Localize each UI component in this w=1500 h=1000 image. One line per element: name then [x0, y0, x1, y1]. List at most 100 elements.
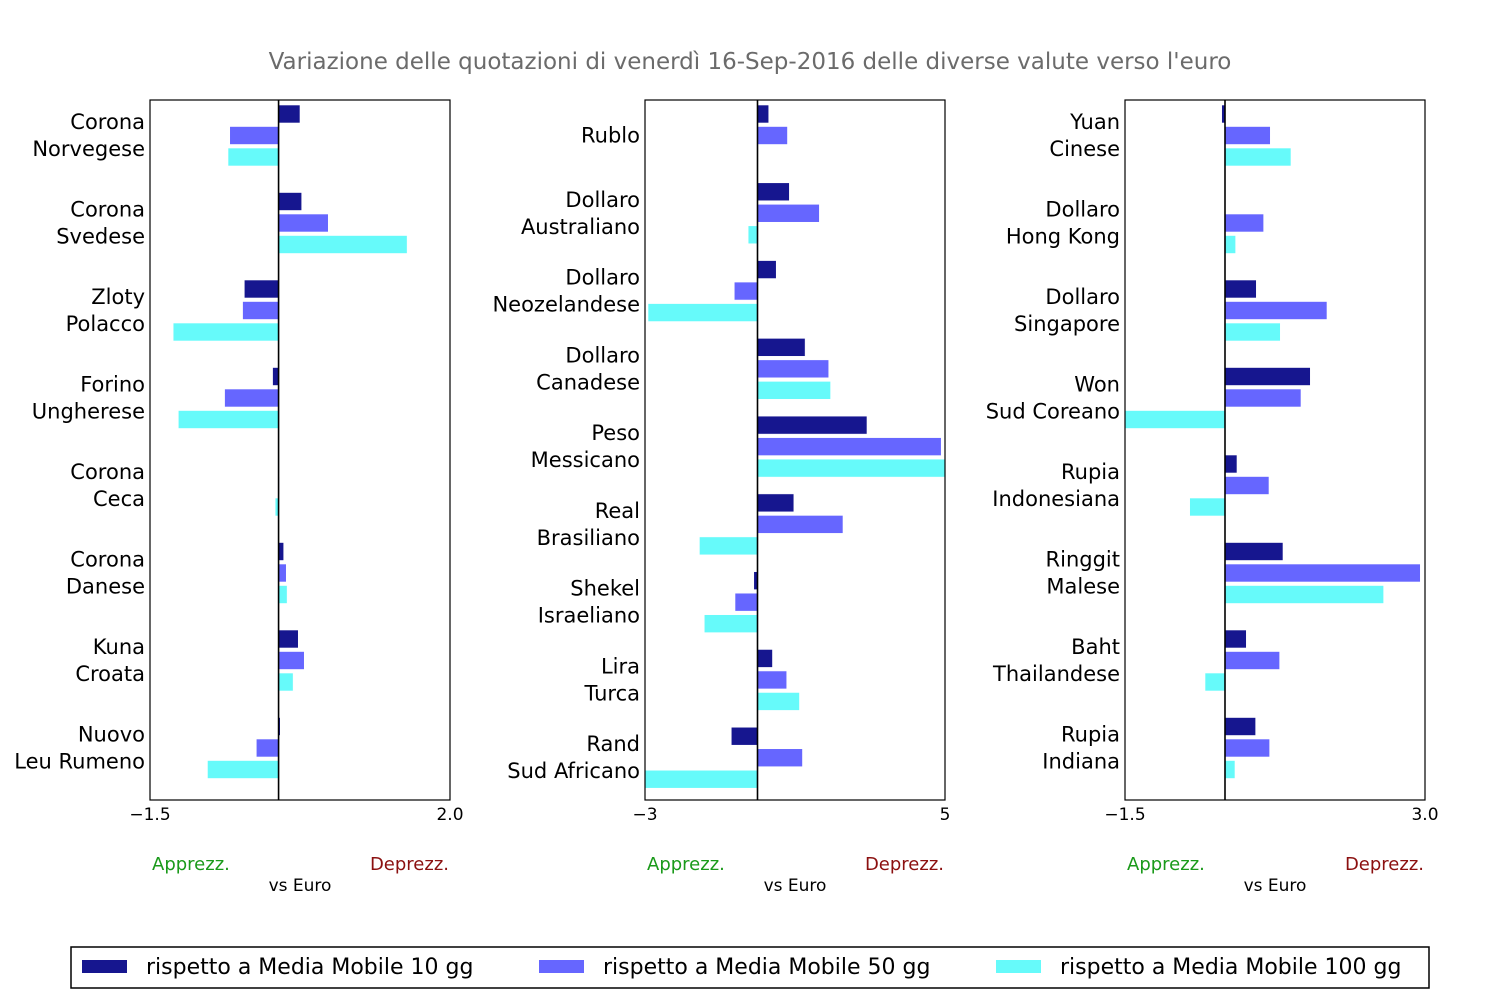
bar-2-8-s1 [757, 649, 773, 668]
bar-3-2-s2 [1224, 213, 1264, 233]
bar-2-1-s1 [757, 104, 770, 124]
category-label: Nuovo [78, 723, 145, 747]
x-tick-label-min: −3 [632, 805, 657, 825]
bar-3-7-s2 [1224, 651, 1280, 670]
plot-frame [644, 99, 946, 801]
legend-label-2: rispetto a Media Mobile 50 gg [603, 955, 930, 980]
bar-3-5-s3 [1189, 497, 1226, 517]
category-label: Norvegese [32, 137, 145, 161]
bar-3-8-s1 [1224, 717, 1256, 736]
bar-2-3-s3 [647, 303, 758, 322]
chart-panels: Corona Norvegese Corona Svedese Zloty Polacco… [14, 99, 1439, 896]
category-label: Hong Kong [1006, 225, 1120, 249]
bar-1-4-s3 [177, 410, 279, 429]
category-label: Brasiliano [537, 526, 640, 550]
bar-2-4-s3 [757, 381, 831, 400]
chart-panel-2: Rublo Dollaro Australiano Dollaro Neozelande… [492, 99, 951, 896]
bar-1-1-s1 [278, 104, 301, 124]
plot-frame [1124, 99, 1426, 801]
x-tick-label-max: 5 [940, 805, 951, 825]
category-label: Turca [583, 681, 640, 705]
bar-1-7-s1 [278, 629, 299, 649]
category-label: Rand [586, 732, 640, 756]
category-label: Messicano [531, 448, 640, 472]
category-label: Corona [70, 460, 145, 484]
category-label: Canadese [536, 370, 640, 394]
category-label: Dollaro [565, 343, 640, 367]
category-label: Dollaro [1045, 198, 1120, 222]
bar-1-4-s2 [224, 388, 279, 408]
bar-3-3-s3 [1224, 322, 1281, 342]
category-label: Australiano [521, 215, 640, 239]
bar-3-7-s1 [1224, 629, 1247, 649]
bar-2-5-s3 [757, 458, 946, 478]
bar-2-4-s2 [757, 359, 830, 379]
apprezz-label: Apprezz. [1127, 854, 1205, 875]
category-label: Dollaro [1045, 285, 1120, 309]
legend-label-1: rispetto a Media Mobile 10 gg [146, 955, 473, 980]
category-label: Ceca [93, 487, 145, 511]
category-label: Corona [70, 548, 145, 572]
bar-1-2-s2 [278, 213, 329, 233]
deprezz-label: Deprezz. [865, 854, 944, 875]
category-label: Neozelandese [492, 293, 640, 317]
bar-2-7-s2 [734, 592, 758, 612]
x-axis-label: vs Euro [269, 876, 332, 896]
bar-3-1-s2 [1224, 126, 1271, 145]
chart-panel-1: Corona Norvegese Corona Svedese Zloty Polacco… [14, 99, 464, 896]
category-label: Yuan [1069, 110, 1120, 134]
bar-2-1-s2 [757, 126, 788, 145]
category-label: Singapore [1014, 312, 1120, 336]
bar-1-3-s3 [172, 322, 279, 342]
bar-1-3-s1 [243, 279, 279, 299]
category-label: Won [1074, 373, 1120, 397]
apprezz-label: Apprezz. [647, 854, 725, 875]
plot-frame [149, 99, 451, 801]
category-label: Rupia [1061, 460, 1120, 484]
bar-3-4-s2 [1224, 388, 1302, 408]
category-label: Peso [591, 421, 640, 445]
category-label: Ringgit [1046, 548, 1120, 572]
bar-1-1-s3 [227, 147, 279, 167]
bar-3-6-s3 [1224, 585, 1384, 604]
category-label: Cinese [1049, 137, 1120, 161]
deprezz-label: Deprezz. [1345, 854, 1424, 875]
category-label: Real [595, 499, 640, 523]
category-label: Lira [601, 654, 640, 678]
apprezz-label: Apprezz. [152, 854, 230, 875]
legend-swatch-2 [539, 960, 584, 973]
x-tick-label-max: 2.0 [436, 805, 463, 825]
category-label: Svedese [56, 225, 145, 249]
category-label: Malese [1046, 575, 1120, 599]
category-label: Thailandese [992, 662, 1120, 686]
bar-2-5-s1 [757, 415, 868, 435]
x-axis-label: vs Euro [764, 876, 827, 896]
bar-2-6-s2 [757, 515, 844, 534]
bar-3-4-s1 [1224, 367, 1311, 386]
legend-swatch-1 [82, 960, 127, 973]
category-label: Israeliano [538, 604, 640, 628]
bar-2-9-s3 [644, 769, 758, 789]
x-tick-label-min: −1.5 [1104, 805, 1145, 825]
category-label: Polacco [66, 312, 145, 336]
bar-1-7-s3 [278, 672, 294, 692]
category-label: Forino [80, 373, 145, 397]
category-label: Ungherese [32, 400, 145, 424]
legend-frame [70, 946, 1430, 989]
bar-3-3-s1 [1224, 279, 1257, 299]
bar-1-7-s2 [278, 651, 305, 670]
category-label: Dollaro [565, 266, 640, 290]
bar-3-4-s3 [1124, 410, 1226, 429]
bar-2-4-s1 [757, 338, 806, 357]
bar-1-6-s2 [278, 563, 287, 583]
bar-3-5-s2 [1224, 476, 1270, 495]
category-label: Leu Rumeno [14, 750, 145, 774]
bar-2-9-s2 [757, 748, 803, 768]
bar-1-4-s1 [272, 367, 279, 386]
legend-swatch-3 [996, 960, 1041, 973]
bar-1-1-s2 [229, 126, 279, 145]
category-label: Corona [70, 110, 145, 134]
bar-1-2-s3 [278, 235, 408, 254]
bar-2-6-s3 [699, 536, 758, 556]
